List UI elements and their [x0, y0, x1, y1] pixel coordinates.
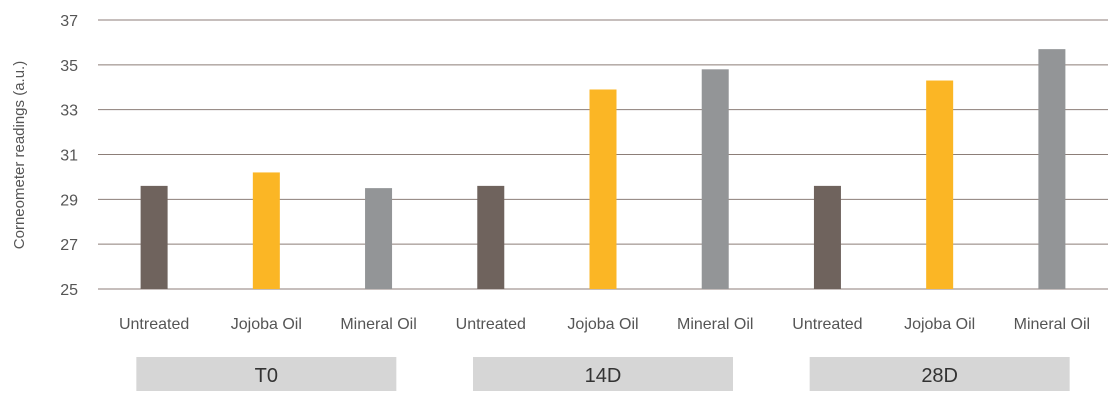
y-axis-label: Corneometer readings (a.u.): [11, 61, 28, 249]
y-tick-label: 33: [60, 103, 78, 120]
y-tick-label: 25: [60, 282, 78, 299]
group-label: 28D: [921, 365, 958, 387]
category-label: Jojoba Oil: [904, 316, 975, 333]
y-tick-label: 31: [60, 148, 78, 165]
bars: [140, 49, 1066, 290]
category-label: Mineral Oil: [1014, 316, 1090, 333]
group-label-box: [473, 357, 733, 391]
category-label: Jojoba Oil: [231, 316, 302, 333]
category-label: Untreated: [792, 316, 862, 333]
y-tick-label: 29: [60, 192, 78, 209]
category-label: Untreated: [456, 316, 526, 333]
bar: [926, 80, 954, 290]
category-label: Jojoba Oil: [567, 316, 638, 333]
bar: [140, 185, 168, 289]
bar: [701, 69, 729, 289]
category-label: Untreated: [119, 316, 189, 333]
group-label-box: [136, 357, 397, 391]
bar: [477, 185, 505, 289]
group-labels: T0 14D 28D: [136, 357, 1070, 391]
y-tick-label: 35: [60, 58, 78, 75]
y-tick-label: 37: [60, 13, 78, 30]
bar: [589, 89, 617, 289]
category-label: Mineral Oil: [340, 316, 416, 333]
bar: [813, 185, 841, 289]
bar: [252, 172, 280, 289]
category-labels: Untreated Jojoba Oil Mineral Oil Untreated J…: [119, 316, 1090, 333]
group-label: T0: [255, 365, 278, 387]
y-tick-label: 27: [60, 237, 78, 254]
group-label: 14D: [585, 365, 622, 387]
bar: [1038, 49, 1066, 290]
y-axis-ticks: 25 27 29 31 33 35 37: [60, 13, 78, 299]
group-label-box: [809, 357, 1070, 391]
bar: [365, 188, 393, 289]
category-label: Mineral Oil: [677, 316, 753, 333]
